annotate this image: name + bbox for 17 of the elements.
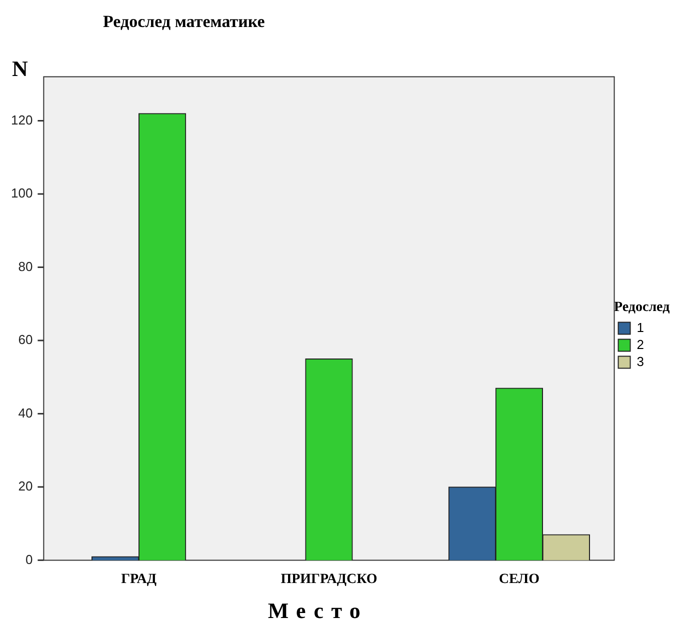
legend-title: Редослед (614, 300, 670, 316)
y-tick-label: 0 (25, 552, 33, 567)
legend-label: 3 (636, 354, 644, 369)
chart-title: Редослед математике (103, 12, 265, 32)
x-tick-label: СЕЛО (498, 572, 540, 588)
x-axis-title: Место (266, 598, 370, 623)
y-tick-label: 120 (10, 112, 33, 128)
y-tick-label: 40 (18, 405, 33, 420)
y-tick-label: 100 (10, 186, 33, 201)
legend-label: 1 (636, 320, 644, 335)
y-tick-label: 80 (18, 258, 33, 274)
y-tick-label: 20 (18, 478, 33, 494)
y-axis-title: N (12, 56, 28, 82)
legend-label: 2 (636, 336, 644, 352)
x-tick-label: ГРАД (121, 572, 157, 588)
y-tick-label: 60 (18, 332, 33, 348)
x-tick-label: ПРИГРАДСКО (280, 572, 378, 588)
